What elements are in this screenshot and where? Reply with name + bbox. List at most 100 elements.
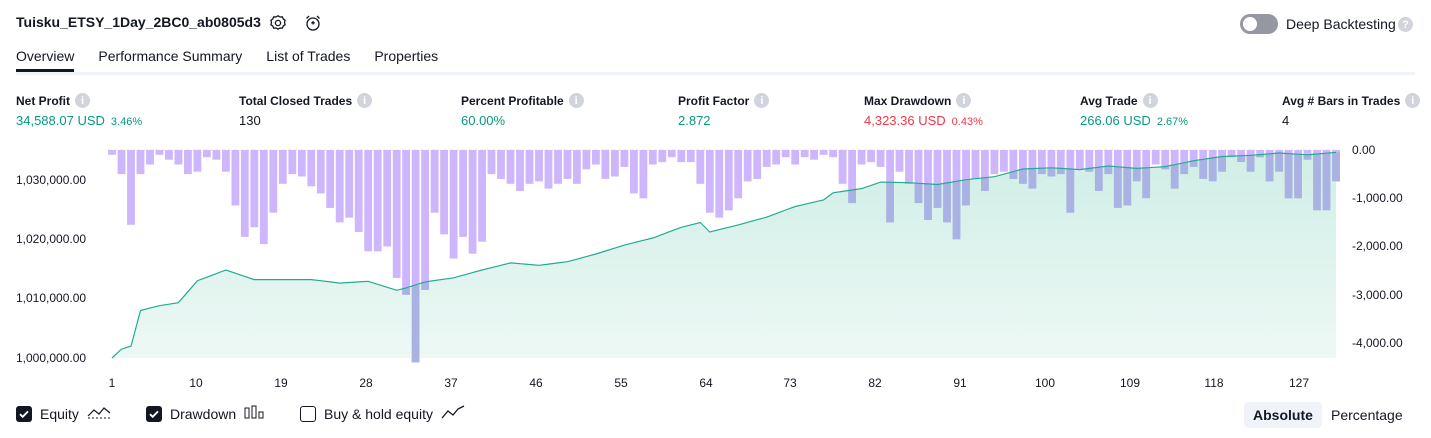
drawdown-bar-overlap: [1218, 156, 1226, 172]
info-icon[interactable]: i: [754, 93, 770, 108]
drawdown-bar-overlap: [981, 177, 989, 191]
info-icon[interactable]: i: [75, 93, 90, 108]
drawdown-bar-overlap: [421, 281, 429, 290]
drawdown-bar-overlap: [1104, 166, 1113, 175]
drawdown-bar-overlap: [1275, 153, 1283, 172]
drawdown-bar: [648, 150, 657, 165]
metric-value: 130: [239, 113, 261, 128]
x-tick-label: 109: [1119, 376, 1141, 390]
drawdown-bar-overlap: [1313, 154, 1321, 211]
toggle-knob: [1243, 17, 1257, 31]
drawdown-bar: [1038, 150, 1046, 175]
drawdown-bar: [1161, 150, 1170, 170]
info-icon[interactable]: i: [956, 93, 972, 108]
equity-axis-tick-label: 1,030,000.00: [16, 173, 87, 187]
drawdown-bar: [165, 150, 173, 160]
absolute-button[interactable]: Absolute: [1244, 402, 1322, 428]
legend-label: Drawdown: [170, 405, 237, 422]
drawdown-bar-overlap: [1208, 157, 1217, 182]
drawdown-bar: [743, 150, 752, 182]
drawdown-bar: [1000, 150, 1008, 172]
x-tick-label: 64: [699, 376, 713, 390]
help-icon[interactable]: ?: [1398, 17, 1413, 32]
drawdown-bar: [383, 150, 392, 247]
drawdown-bar: [478, 150, 486, 242]
metric-percent: 2.67%: [1156, 116, 1189, 128]
drawdown-bar: [203, 150, 211, 158]
deep-backtesting-toggle[interactable]: [1240, 14, 1278, 34]
drawdown-bar: [667, 150, 676, 158]
drawdown-bar: [1047, 150, 1056, 177]
drawdown-bar-overlap: [886, 182, 894, 223]
drawdown-bar-overlap: [914, 183, 923, 204]
metric-percent-profitable: Percent Profitable i 60.00%: [461, 93, 584, 128]
metric-value: 2.872: [678, 113, 711, 128]
metric-total-closed-trades: Total Closed Trades i 130: [239, 93, 373, 128]
drawdown-bar: [1151, 150, 1160, 165]
tab-properties[interactable]: Properties: [374, 48, 439, 64]
gear-icon[interactable]: [268, 13, 288, 33]
drawdown-checkbox[interactable]: [146, 405, 162, 422]
metric-value: 34,588.07 USD: [16, 113, 105, 128]
drawdown-bar: [971, 150, 980, 179]
tab-overview[interactable]: Overview: [16, 48, 75, 72]
drawdown-bar: [335, 150, 344, 223]
legend-equity[interactable]: Equity: [16, 404, 111, 423]
drawdown-bar-overlap: [1009, 171, 1018, 179]
info-icon[interactable]: i: [568, 93, 584, 108]
metric-avg-bars-in-trades: Avg # Bars in Trades i 4: [1282, 93, 1421, 128]
drawdown-bar: [705, 150, 714, 213]
drawdown-bar-overlap: [1246, 155, 1255, 172]
drawdown-bar: [430, 150, 439, 213]
drawdown-bar: [620, 150, 629, 167]
drawdown-bar: [724, 150, 733, 211]
drawdown-bar: [316, 150, 325, 194]
drawdown-bar: [611, 150, 619, 177]
drawdown-bar: [354, 150, 363, 232]
legend-buy-hold-equity[interactable]: Buy & hold equity: [300, 404, 465, 423]
x-tick-label: 37: [444, 376, 458, 390]
drawdown-bar: [449, 150, 458, 259]
drawdown-bar: [1009, 150, 1018, 179]
percentage-button[interactable]: Percentage: [1331, 407, 1403, 423]
drawdown-bar: [269, 150, 278, 213]
metric-value: 60.00%: [461, 113, 506, 128]
drawdown-bar: [677, 150, 686, 163]
drawdown-bar-overlap: [1066, 169, 1075, 213]
alarm-clock-plus-icon[interactable]: [303, 13, 323, 33]
drawdown-bar: [155, 150, 164, 155]
drawdown-bar: [288, 150, 297, 175]
metric-value: 4,323.36 USD: [864, 113, 946, 128]
drawdown-bar-overlap: [1161, 166, 1170, 170]
drawdown-axis-tick-label: 0.00: [1352, 143, 1376, 157]
drawdown-bar: [259, 150, 268, 245]
drawdown-bar-overlap: [1123, 167, 1132, 206]
drawdown-bar: [962, 150, 970, 206]
drawdown-bar: [487, 150, 496, 175]
drawdown-bar: [440, 150, 448, 235]
buy-hold-checkbox[interactable]: [300, 405, 316, 422]
drawdown-bar: [857, 150, 866, 165]
drawdown-bar: [307, 150, 316, 187]
drawdown-bar: [240, 150, 249, 237]
metric-label: Avg Trade: [1080, 93, 1138, 108]
drawdown-bar: [231, 150, 240, 206]
legend-drawdown[interactable]: Drawdown: [146, 404, 266, 423]
metric-value: 266.06 USD: [1080, 113, 1151, 128]
x-tick-label: 82: [868, 376, 882, 390]
drawdown-bar-overlap: [1256, 154, 1264, 158]
deep-backtesting-label: Deep Backtesting: [1286, 16, 1396, 32]
drawdown-bar-overlap: [1094, 167, 1103, 191]
drawdown-bars-icon: [244, 404, 266, 423]
info-icon[interactable]: i: [1142, 93, 1158, 108]
tab-performance-summary[interactable]: Performance Summary: [98, 48, 243, 64]
drawdown-bar: [592, 150, 600, 165]
metric-label: Avg # Bars in Trades: [1282, 93, 1401, 108]
info-icon[interactable]: i: [357, 93, 373, 108]
info-icon[interactable]: i: [1405, 93, 1421, 108]
drawdown-axis-tick-label: -1,000.00: [1352, 191, 1403, 205]
x-tick-label: 73: [783, 376, 797, 390]
tab-list-of-trades[interactable]: List of Trades: [266, 48, 351, 64]
equity-checkbox[interactable]: [16, 405, 32, 422]
drawdown-bar: [250, 150, 259, 228]
